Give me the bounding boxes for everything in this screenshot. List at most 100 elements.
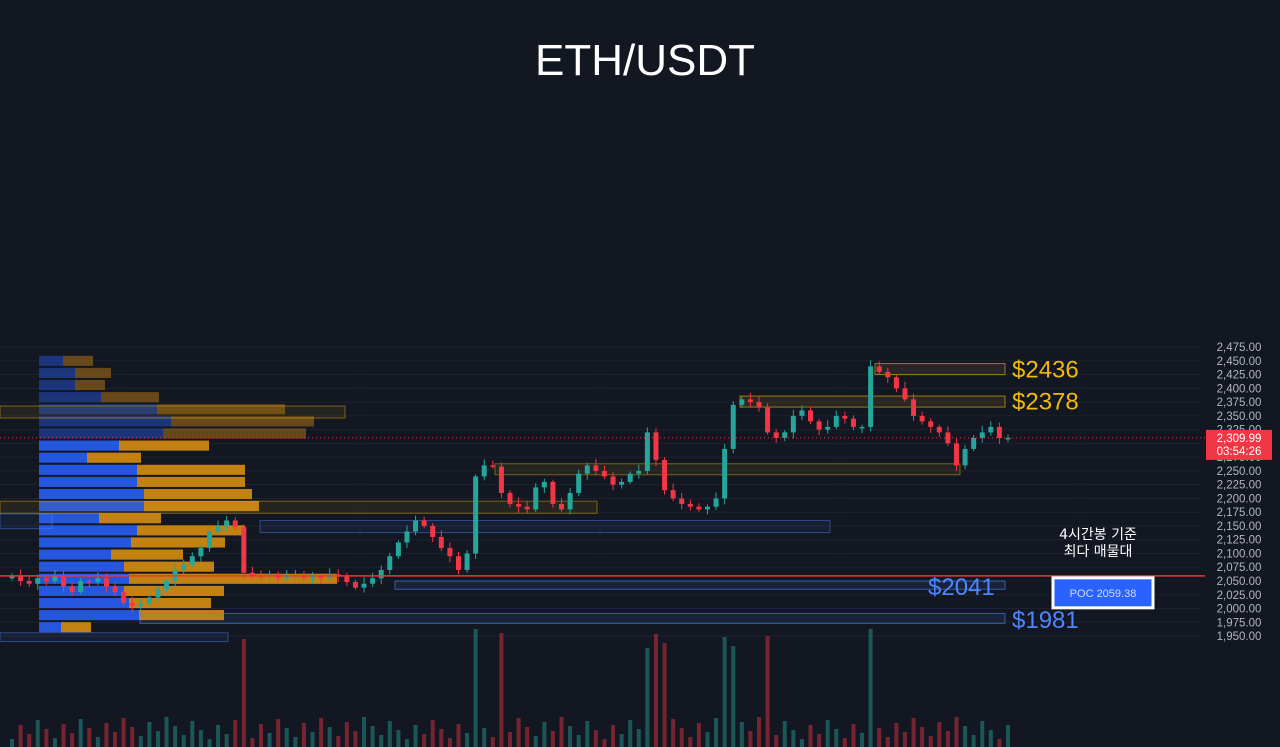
vp-sell-bar <box>119 440 209 451</box>
candle-body <box>945 432 951 444</box>
volume-bar <box>748 731 753 747</box>
vp-sell-bar <box>144 488 252 500</box>
volume-bar <box>533 736 538 747</box>
candle-body <box>361 583 367 588</box>
candle-body <box>928 421 934 427</box>
candle-body <box>112 586 118 593</box>
vp-sell-bar <box>139 610 224 621</box>
volume-bar <box>894 723 899 747</box>
candle-body <box>567 492 573 510</box>
volume-bar <box>490 737 495 747</box>
annotation-line-1: 4시간봉 기준 <box>1059 527 1137 543</box>
vp-sell-bar <box>124 561 214 572</box>
candle-body <box>215 525 221 532</box>
vp-sell-bar <box>163 428 306 439</box>
candle-body <box>919 415 925 422</box>
candle-body <box>61 576 67 587</box>
vp-buy-bar <box>39 501 144 512</box>
candle-body <box>413 520 419 532</box>
candle-body <box>593 465 599 471</box>
candle-body <box>43 578 49 581</box>
volume-bar <box>593 730 598 747</box>
price-axis[interactable]: 1,950.00 1,975.002,000.00 2,025.00 2,050.00… <box>1217 342 1262 643</box>
candle-body <box>78 581 84 593</box>
y-tick-label: 2,050.00 <box>1217 576 1262 588</box>
candle-body <box>936 426 942 433</box>
volume-bar <box>173 726 178 747</box>
candles <box>9 360 1011 612</box>
volume-bar <box>576 735 581 747</box>
volume-bar <box>61 724 66 747</box>
y-tick-label: 2,375.00 <box>1217 397 1262 409</box>
candle-body <box>833 415 839 427</box>
poc-box[interactable]: POC 2059.38 <box>1051 576 1155 610</box>
volume-bar <box>413 725 418 747</box>
volume-bar <box>121 718 126 747</box>
volume-bar <box>104 723 109 747</box>
candle-body <box>241 527 247 573</box>
candle-body <box>138 604 144 606</box>
y-tick-label: 2,475.00 <box>1217 342 1262 354</box>
volume-bar <box>696 723 701 747</box>
vp-buy-bar <box>39 549 111 560</box>
volume-bar <box>885 737 890 747</box>
candle-body <box>971 437 977 449</box>
vp-sell-bar <box>129 597 211 609</box>
y-tick-label: 2,125.00 <box>1217 535 1262 547</box>
candle-body <box>189 556 195 565</box>
volume-bar <box>241 639 246 747</box>
y-tick-label: 2,225.00 <box>1217 480 1262 492</box>
volume-bar <box>542 722 547 747</box>
vp-sell-bar <box>111 549 183 560</box>
candle-body <box>352 582 358 588</box>
volume-bar <box>808 725 813 747</box>
candle-body <box>885 371 891 378</box>
candle-body <box>129 603 135 606</box>
candle-body <box>850 418 856 427</box>
volume-bar <box>980 721 985 747</box>
y-tick-label: 2,350.00 <box>1217 411 1262 423</box>
volume-bar <box>988 730 993 747</box>
volume-bar <box>10 739 14 747</box>
vp-buy-bar <box>39 622 61 633</box>
y-tick-label: 2,000.00 <box>1217 604 1262 616</box>
vp-sell-bar <box>75 380 105 391</box>
volume-bar <box>35 720 40 747</box>
volume-bar <box>336 736 341 747</box>
volume-bar <box>782 721 787 747</box>
volume-bar <box>937 722 942 747</box>
volume-bar <box>817 734 822 747</box>
candle-body <box>284 576 290 579</box>
candle-body <box>387 556 393 570</box>
volume-bar <box>834 729 839 747</box>
vp-buy-bar <box>39 440 119 451</box>
volume-bar <box>113 732 118 747</box>
vp-sell-bar <box>157 404 285 415</box>
volume-bar <box>559 717 564 747</box>
volume-bar <box>679 728 684 747</box>
candle-body <box>756 402 762 408</box>
candle-body <box>198 547 204 557</box>
zone-box <box>0 513 53 530</box>
vp-buy-bar <box>39 416 171 427</box>
candle-body <box>206 531 212 548</box>
candle-body <box>473 476 479 554</box>
candle-countdown: 03:54:26 <box>1217 446 1262 458</box>
volume-bar <box>765 636 770 747</box>
candle-body <box>69 586 75 593</box>
candle-body <box>447 547 453 557</box>
volume-bar <box>301 723 306 747</box>
y-tick-label: 2,150.00 <box>1217 521 1262 533</box>
candle-body <box>301 575 307 578</box>
volume-bar <box>310 732 315 747</box>
vp-sell-bar <box>131 537 225 548</box>
candle-body <box>859 426 865 429</box>
volume-bar <box>130 727 135 747</box>
volume-bar <box>70 733 75 747</box>
volume-bar <box>95 737 100 747</box>
candle-body <box>103 578 109 587</box>
volume-bar <box>422 734 427 747</box>
candle-body <box>825 426 831 430</box>
